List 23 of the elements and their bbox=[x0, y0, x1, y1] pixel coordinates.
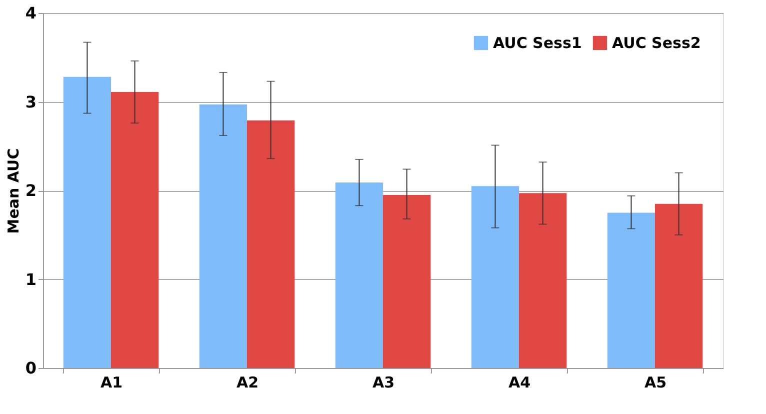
x-tick-label: A1 bbox=[100, 374, 123, 392]
x-tick-label: A5 bbox=[644, 374, 667, 392]
y-tick-label: 0 bbox=[25, 358, 36, 378]
legend-label: AUC Sess1 bbox=[493, 34, 582, 52]
bar bbox=[199, 104, 247, 368]
y-axis-title: Mean AUC bbox=[4, 148, 22, 234]
bar bbox=[383, 194, 431, 368]
bar bbox=[471, 186, 519, 368]
bar bbox=[111, 92, 159, 368]
bar bbox=[607, 212, 655, 368]
bar bbox=[247, 120, 295, 368]
y-tick-label: 3 bbox=[25, 92, 36, 112]
y-tick-label: 2 bbox=[25, 181, 36, 200]
y-tick-label: 1 bbox=[25, 270, 36, 289]
x-tick-label: A3 bbox=[372, 374, 395, 392]
x-tick-label: A4 bbox=[508, 374, 531, 392]
bar bbox=[655, 204, 703, 368]
bar bbox=[519, 193, 567, 368]
bar bbox=[335, 182, 383, 368]
legend-label: AUC Sess2 bbox=[612, 34, 701, 52]
y-tick-label: 4 bbox=[25, 4, 36, 22]
x-tick-label: A2 bbox=[236, 374, 259, 392]
bar bbox=[63, 76, 111, 368]
